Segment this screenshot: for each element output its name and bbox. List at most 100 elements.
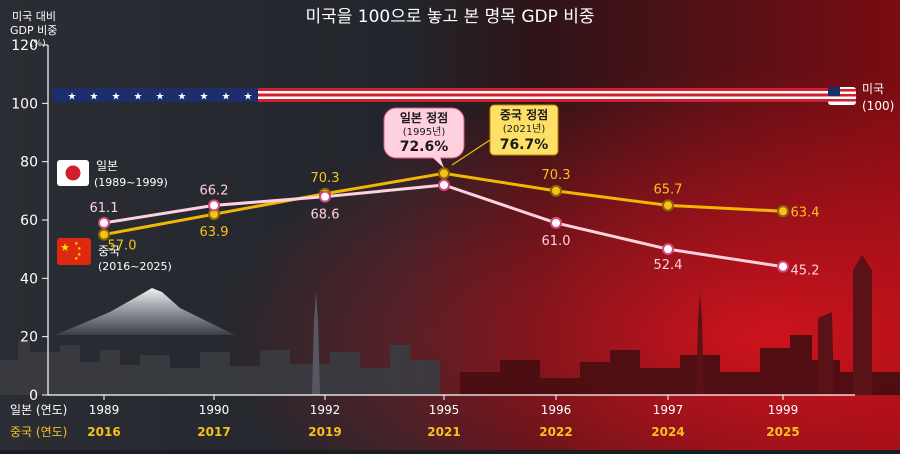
y-axis-label-unit: (%): [30, 39, 46, 49]
japan-peak-year: (1995년): [403, 126, 446, 138]
china-data-label: 70.3: [311, 171, 340, 186]
china-peak-callout-pointer: [451, 139, 491, 166]
japan-data-point: [550, 216, 562, 229]
china-data-label: 65.7: [654, 182, 683, 197]
usa-legend-name: 미국: [862, 82, 884, 96]
japan-data-label: 52.4: [654, 258, 683, 273]
y-tick-label: 40: [20, 271, 38, 287]
x-tick-label-japan: 1997: [653, 403, 684, 417]
y-tick-labels: 0 20 40 60 80 100 120: [11, 38, 48, 404]
y-tick-label: 100: [11, 96, 38, 112]
japan-year-row-label: 일본 (연도): [10, 403, 67, 417]
japan-data-point: [208, 199, 220, 212]
x-tick-label-japan: 1995: [429, 403, 460, 417]
china-data-point: [777, 205, 789, 218]
china-year-row-label: 중국 (연도): [10, 425, 67, 439]
china-data-point: [550, 184, 562, 197]
svg-text:★: ★: [77, 246, 82, 252]
usa-band-stripe: [258, 88, 830, 91]
japan-peak-title: 일본 정점: [400, 110, 448, 125]
usa-star-icon: ★: [244, 92, 253, 103]
y-tick-label: 20: [20, 330, 38, 346]
x-tick-labels: 1989 2016 1990 2017 1992 2019 1995 2021 1996 2022…: [87, 395, 800, 439]
y-axis-label-line-1: 미국 대비: [12, 10, 56, 23]
china-skyline-illustration: [460, 255, 900, 395]
japan-peak-callout: 일본 정점 (1995년) 72.6%: [383, 107, 465, 168]
china-data-label: 70.3: [542, 168, 571, 183]
x-tick-label-japan: 1992: [310, 403, 341, 417]
usa-legend-value: (100): [862, 99, 894, 113]
x-tick-label-japan: 1990: [199, 403, 230, 417]
svg-text:★: ★: [74, 256, 79, 262]
usa-flag-icon: [828, 87, 856, 105]
x-tick-label-china: 2024: [651, 425, 684, 439]
skyscraper-illustration: [818, 312, 834, 395]
x-tick-label-china: 2022: [539, 425, 572, 439]
svg-text:★: ★: [74, 241, 79, 247]
japan-data-label: 61.1: [90, 201, 119, 216]
china-peak-year: (2021년): [503, 123, 546, 135]
china-series: [98, 167, 789, 241]
x-tick-label-china: 2025: [766, 425, 799, 439]
usa-star-icon: ★: [178, 92, 187, 103]
china-peak-title: 중국 정점: [500, 107, 548, 122]
y-axis-label-line-2: GDP 비중: [10, 24, 57, 37]
japan-skyline-illustration: [0, 288, 440, 395]
china-legend: ★ ★ ★ ★ ★ 중국 (2016~2025): [57, 238, 172, 273]
usa-star-icon: ★: [200, 92, 209, 103]
shanghai-buildings: [460, 335, 900, 395]
china-peak-value: 76.7%: [500, 137, 549, 153]
japan-data-label: 61.0: [542, 234, 571, 249]
china-legend-name: 중국: [98, 244, 120, 258]
chart-title: 미국을 100으로 놓고 본 명목 GDP 비중: [305, 7, 594, 27]
svg-text:★: ★: [77, 252, 82, 258]
japan-data-point: [438, 179, 450, 191]
y-tick-label: 120: [11, 38, 38, 54]
usa-band-blue: [52, 88, 258, 102]
tokyo-tower-illustration: [312, 292, 320, 395]
x-tick-label-china: 2019: [308, 425, 341, 439]
usa-star-icon: ★: [222, 92, 231, 103]
japan-data-point: [319, 190, 331, 203]
japan-data-point: [98, 216, 110, 229]
japan-data-label: 66.2: [200, 183, 229, 198]
y-tick-label: 60: [20, 213, 38, 229]
china-data-point: [98, 228, 110, 241]
china-flag-icon: ★ ★ ★ ★ ★: [57, 238, 91, 265]
usa-legend: 미국 (100): [828, 82, 894, 113]
japan-peak-callout-box: [383, 107, 465, 159]
japan-buildings: [0, 340, 440, 395]
usa-band-stripe: [258, 99, 830, 102]
y-tick-label: 80: [20, 155, 38, 171]
x-tick-label-china: 2017: [197, 425, 230, 439]
usa-stars: ★ ★ ★ ★ ★ ★ ★ ★ ★: [68, 92, 253, 103]
usa-star-icon: ★: [90, 92, 99, 103]
oriental-pearl-tower-illustration: [696, 292, 704, 395]
japan-legend-range: (1989~1999): [94, 176, 168, 189]
data-labels: 61.1 66.2 68.6 61.0 52.4 45.2 57.0 63.9 70.3 70.3…: [90, 168, 820, 279]
japan-series: [98, 179, 789, 273]
china-peak-callout-box: [489, 104, 559, 156]
japan-legend-name: 일본: [96, 159, 118, 173]
x-tick-label-china: 2016: [87, 425, 120, 439]
usa-star-icon: ★: [112, 92, 121, 103]
usa-star-icon: ★: [68, 92, 77, 103]
usa-star-icon: ★: [134, 92, 143, 103]
japan-peak-value: 72.6%: [400, 139, 449, 155]
china-peak-callout: 중국 정점 (2021년) 76.7%: [451, 104, 559, 166]
usa-line: ★ ★ ★ ★ ★ ★ ★ ★ ★: [52, 88, 830, 103]
x-tick-label-japan: 1999: [768, 403, 799, 417]
china-data-label: 57.0: [108, 239, 137, 254]
svg-text:★: ★: [60, 241, 70, 254]
usa-star-icon: ★: [156, 92, 165, 103]
japan-flag-icon: [57, 160, 89, 186]
x-tick-label-japan: 1989: [89, 403, 120, 417]
japan-data-label: 68.6: [311, 208, 340, 223]
china-data-point: [662, 199, 674, 212]
china-data-point: [438, 167, 450, 180]
japan-legend: 일본 (1989~1999): [57, 159, 168, 189]
y-tick-label: 0: [29, 388, 38, 404]
china-data-label: 63.4: [791, 205, 820, 220]
shanghai-tower-illustration: [853, 255, 872, 395]
